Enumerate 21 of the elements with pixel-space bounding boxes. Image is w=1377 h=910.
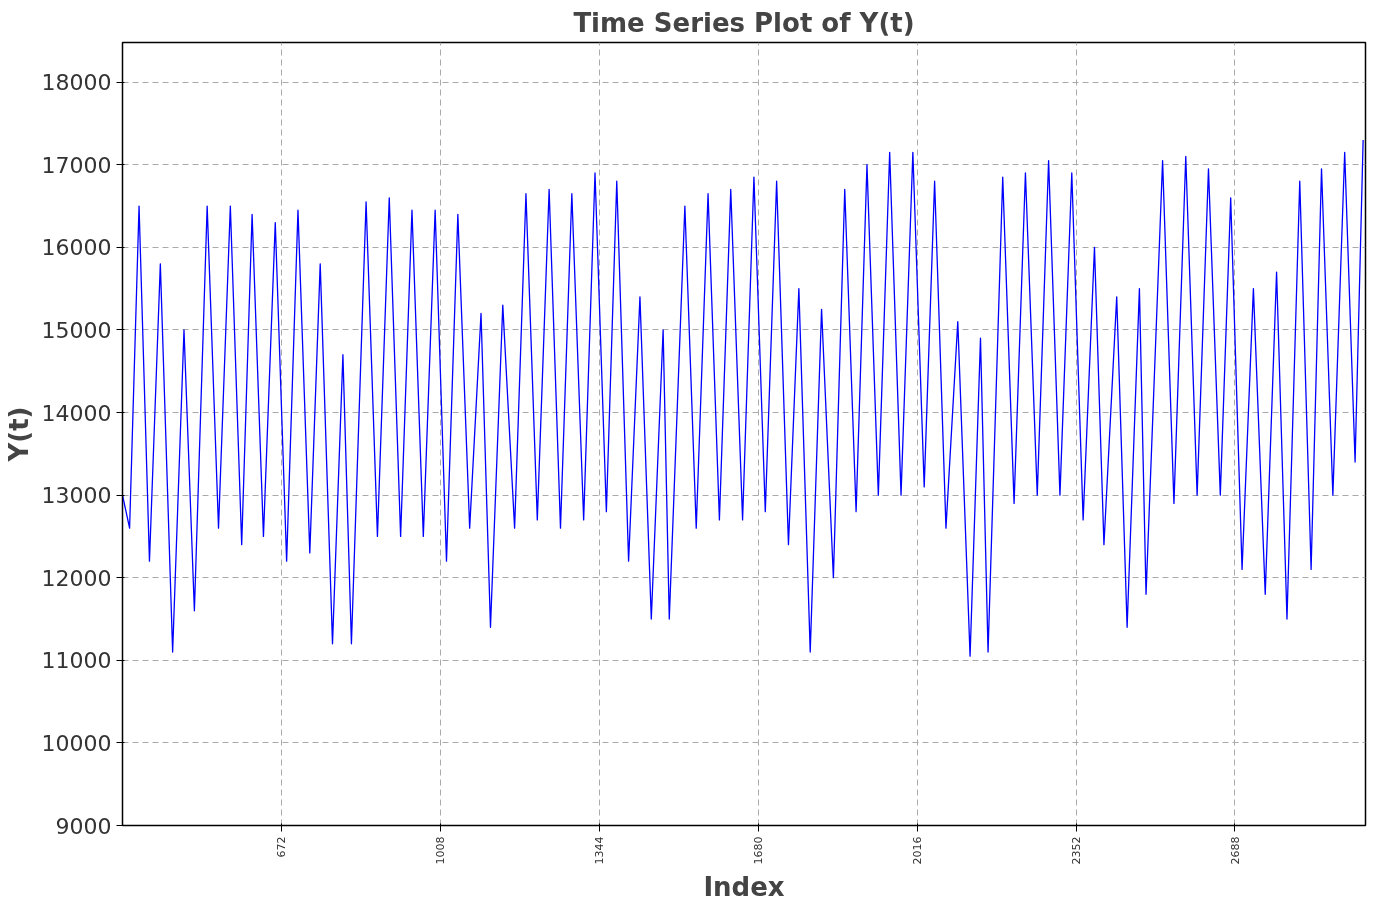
y-tick-label: 13000 [41, 483, 112, 509]
y-tick-label: 15000 [41, 317, 112, 343]
y-tick-label: 11000 [41, 648, 112, 674]
x-tick-label: 1344 [593, 836, 607, 865]
x-tick-label: 2352 [1070, 836, 1084, 865]
y-tick-label: 10000 [41, 730, 112, 756]
x-tick-label: 1680 [752, 836, 766, 865]
x-axis-title: Index [703, 872, 785, 903]
y-axis-title: Y(t) [3, 406, 34, 463]
y-tick-label: 14000 [41, 400, 112, 426]
chart-title: Time Series Plot of Y(t) [573, 7, 915, 38]
x-tick-label: 2016 [911, 836, 925, 865]
y-tick-label: 9000 [55, 813, 112, 839]
y-tick-label: 18000 [41, 70, 112, 96]
x-tick-label: 1008 [434, 836, 448, 865]
y-tick-label: 12000 [41, 565, 112, 591]
x-tick-label: 672 [275, 836, 289, 858]
y-tick-label: 16000 [41, 235, 112, 261]
line-series [122, 139, 1364, 657]
x-tick-label: 2688 [1228, 836, 1242, 865]
y-tick-label: 17000 [41, 152, 112, 178]
